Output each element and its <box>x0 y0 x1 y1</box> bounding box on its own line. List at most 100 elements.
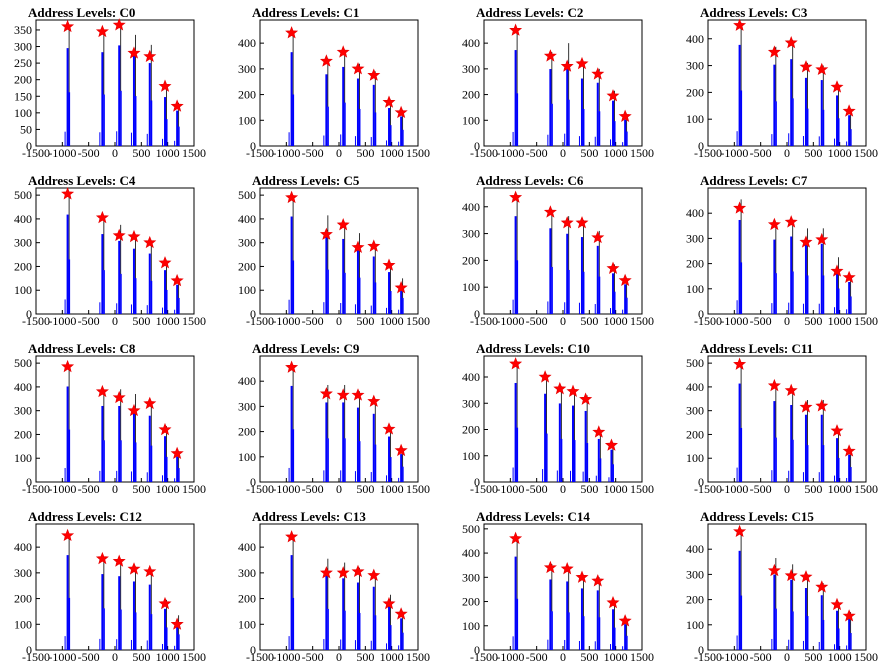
histogram-bar <box>288 132 290 146</box>
panel-c6: Address Levels: C6 0 100 200 300 400 -1500-100… <box>462 173 654 328</box>
y-tick-label: 100 <box>462 449 480 463</box>
histogram-bar <box>804 77 807 146</box>
histogram-bar <box>103 608 105 650</box>
y-tick-label: 300 <box>14 236 32 250</box>
histogram-bar <box>372 256 375 314</box>
peak-marker-star <box>112 390 126 404</box>
histogram-bar <box>402 466 404 482</box>
histogram-bar <box>132 54 135 146</box>
x-tick-label: -500 <box>302 650 324 664</box>
histogram-bar <box>68 259 71 314</box>
histogram-bar <box>292 260 295 314</box>
histogram-bar <box>400 116 403 146</box>
y-tick-label: 0 <box>26 475 32 489</box>
x-tick-label: 1500 <box>182 650 206 664</box>
histogram-bar <box>608 477 610 482</box>
histogram-bar <box>549 69 552 146</box>
histogram-bar <box>150 614 153 650</box>
peak-marker-star <box>127 229 141 243</box>
histogram-bar <box>836 267 839 314</box>
y-tick-label: 300 <box>686 231 704 245</box>
histogram-bar <box>547 134 549 146</box>
panel-c7: Address Levels: C7 0 100 200 300 400 -1500-100… <box>686 173 878 328</box>
histogram-bar <box>740 90 743 146</box>
histogram-bar <box>834 644 836 650</box>
peak-marker-star <box>367 68 381 81</box>
x-tick-label: -1500 <box>694 314 722 328</box>
histogram-bar <box>542 469 544 482</box>
histogram-bar <box>792 611 794 650</box>
x-tick-label: 500 <box>356 146 374 160</box>
histogram-bar <box>578 302 580 314</box>
histogram-bar <box>130 471 132 482</box>
x-tick-label: -1500 <box>22 482 50 496</box>
peak-marker-star <box>509 357 523 370</box>
histogram-bar <box>736 635 738 650</box>
peak-marker-star <box>784 35 798 49</box>
peak-marker-star <box>815 580 829 593</box>
y-tick-label: 0 <box>474 307 480 321</box>
x-tick-label: 500 <box>132 146 150 160</box>
histogram-bar <box>103 440 105 482</box>
histogram-bar <box>402 297 404 314</box>
peak-marker-star <box>842 609 856 622</box>
histogram-bar <box>103 270 105 314</box>
histogram-bar <box>514 382 517 482</box>
y-tick-label: 200 <box>238 88 256 102</box>
histogram-bar <box>354 471 356 482</box>
histogram-bar <box>560 438 563 482</box>
histogram-bar <box>150 445 153 482</box>
peak-marker-star <box>604 438 618 451</box>
histogram-bar <box>512 467 514 482</box>
x-tick-label: 500 <box>132 482 150 496</box>
y-tick-label: 100 <box>14 283 32 297</box>
histogram-bar <box>850 296 852 314</box>
peak-marker-star <box>767 378 781 392</box>
peak-marker-star <box>285 26 299 39</box>
histogram-bar <box>386 475 388 482</box>
histogram-bar <box>848 281 851 314</box>
x-tick-label: -1000 <box>720 314 748 328</box>
histogram-bar <box>564 133 566 146</box>
histogram-bar <box>323 470 325 482</box>
x-tick-label: -1000 <box>48 482 76 496</box>
histogram-bar <box>802 303 804 314</box>
x-tick-label: -1500 <box>470 314 498 328</box>
plot-frame <box>35 19 195 147</box>
peak-marker-star <box>285 360 299 373</box>
panel-c10: Address Levels: C10 0 100 200 300 400 -1500-10… <box>462 341 654 496</box>
x-tick-label: 1500 <box>406 650 430 664</box>
histogram-bar <box>610 308 612 314</box>
peak-marker-star <box>170 99 184 112</box>
histogram-bar <box>164 608 167 650</box>
x-tick-label: 500 <box>804 314 822 328</box>
peak-marker-star <box>382 596 396 610</box>
peak-marker-star <box>158 256 172 269</box>
y-tick-label: 0 <box>26 307 32 321</box>
peak-marker-star <box>127 562 141 575</box>
histogram-bar <box>174 140 176 146</box>
histogram-bar <box>568 99 570 146</box>
peak-marker-star <box>285 190 299 204</box>
histogram-bar <box>838 628 840 650</box>
histogram-bar <box>398 477 400 482</box>
x-tick-label: -1000 <box>496 314 524 328</box>
x-tick-label: 0 <box>336 650 342 664</box>
x-tick-label: 1500 <box>182 146 206 160</box>
y-tick-label: 200 <box>14 73 32 87</box>
x-tick-label: 1000 <box>828 146 852 160</box>
x-tick-label: 1500 <box>182 314 206 328</box>
histogram-bar <box>134 442 137 482</box>
y-tick-label: 0 <box>474 475 480 489</box>
histogram-bar <box>354 640 356 650</box>
y-tick-label: 400 <box>686 542 704 556</box>
histogram-bar <box>146 305 148 314</box>
x-tick-label: -1500 <box>694 482 722 496</box>
histogram-bar <box>176 284 179 314</box>
histogram-bar <box>788 639 790 650</box>
peak-marker-star <box>618 109 632 122</box>
panel-c12: Address Levels: C12 0 100 200 300 400 -1500-10… <box>14 509 206 664</box>
x-tick-label: 0 <box>112 650 118 664</box>
x-tick-label: -1500 <box>22 650 50 664</box>
histogram-bar <box>66 386 69 482</box>
